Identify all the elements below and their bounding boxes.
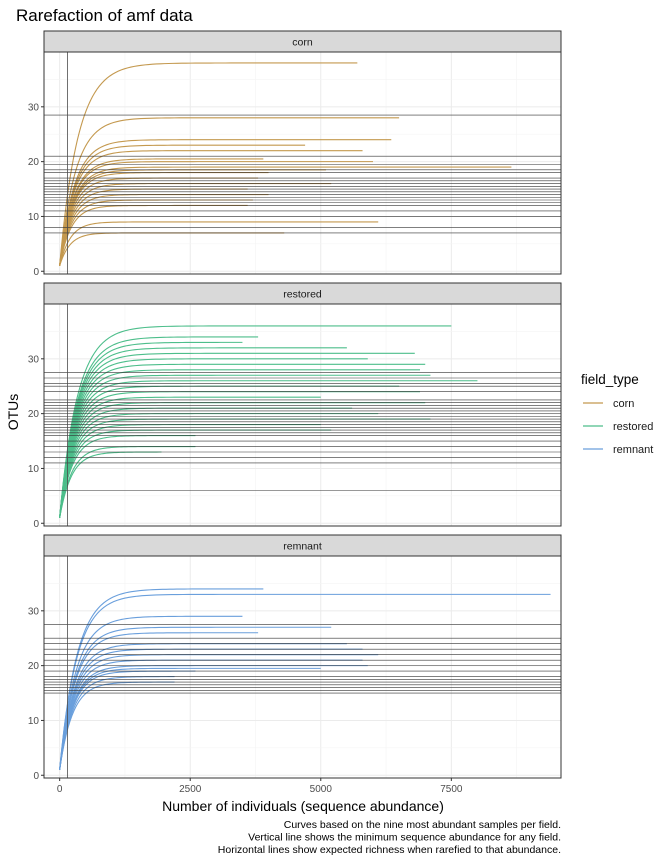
y-tick-label: 0 <box>33 771 39 782</box>
y-axis: 0 10 20 30 <box>28 354 44 530</box>
panel-background <box>44 556 561 778</box>
panel-border <box>43 303 562 527</box>
legend-label: restored <box>613 421 653 433</box>
legend-item-remnant: remnant <box>583 444 653 456</box>
caption-line: Vertical line shows the minimum sequence… <box>248 832 561 844</box>
legend-label: corn <box>613 398 634 410</box>
panel-background <box>44 52 561 274</box>
caption: Curves based on the nine most abundant s… <box>218 819 561 856</box>
y-tick-label: 20 <box>28 409 40 420</box>
x-tick-label: 7500 <box>440 784 463 795</box>
panel-border <box>43 51 562 275</box>
x-axis: 0 2500 5000 7500 <box>57 778 463 795</box>
y-axis: 0 10 20 30 <box>28 102 44 278</box>
chart-title: Rarefaction of amf data <box>16 6 193 25</box>
y-tick-label: 10 <box>28 464 40 475</box>
legend-item-corn: corn <box>583 398 634 410</box>
expected-richness-lines <box>44 624 561 694</box>
legend-item-restored: restored <box>583 421 653 433</box>
legend-label: remnant <box>613 444 653 456</box>
facet-panel-restored: restored 0 10 20 30 <box>28 282 562 530</box>
y-tick-label: 30 <box>28 354 40 365</box>
y-tick-label: 10 <box>28 212 40 223</box>
y-tick-label: 30 <box>28 102 40 113</box>
panel-background <box>44 304 561 526</box>
facet-panel-remnant: remnant 0 10 20 30 <box>28 534 562 782</box>
caption-line: Horizontal lines show expected richness … <box>218 844 561 856</box>
facet-panel-corn: corn 0 10 20 30 <box>28 30 562 278</box>
y-tick-label: 30 <box>28 606 40 617</box>
rarefaction-curve <box>59 221 379 266</box>
y-tick-label: 0 <box>33 519 39 530</box>
y-tick-label: 10 <box>28 716 40 727</box>
y-tick-label: 20 <box>28 157 40 168</box>
rarefaction-curve <box>59 593 551 770</box>
y-axis: 0 10 20 30 <box>28 606 44 782</box>
x-tick-label: 5000 <box>310 784 333 795</box>
facet-strip-label: restored <box>283 289 322 301</box>
panel-border <box>43 555 562 779</box>
caption-line: Curves based on the nine most abundant s… <box>284 819 561 831</box>
x-tick-label: 0 <box>57 784 63 795</box>
y-tick-label: 20 <box>28 661 40 672</box>
facet-strip-label: corn <box>292 37 313 49</box>
legend-title: field_type <box>581 372 639 387</box>
facet-panels: corn 0 10 20 30 restored 0 10 20 30 remnant 0 10 20 30 <box>28 30 562 782</box>
facet-strip-label: remnant <box>283 541 322 553</box>
y-axis-label: OTUs <box>5 394 21 431</box>
x-tick-label: 2500 <box>179 784 202 795</box>
expected-richness-lines <box>44 372 561 491</box>
x-axis-label: Number of individuals (sequence abundanc… <box>162 798 444 814</box>
rarefaction-curve <box>59 117 400 266</box>
y-tick-label: 0 <box>33 267 39 278</box>
